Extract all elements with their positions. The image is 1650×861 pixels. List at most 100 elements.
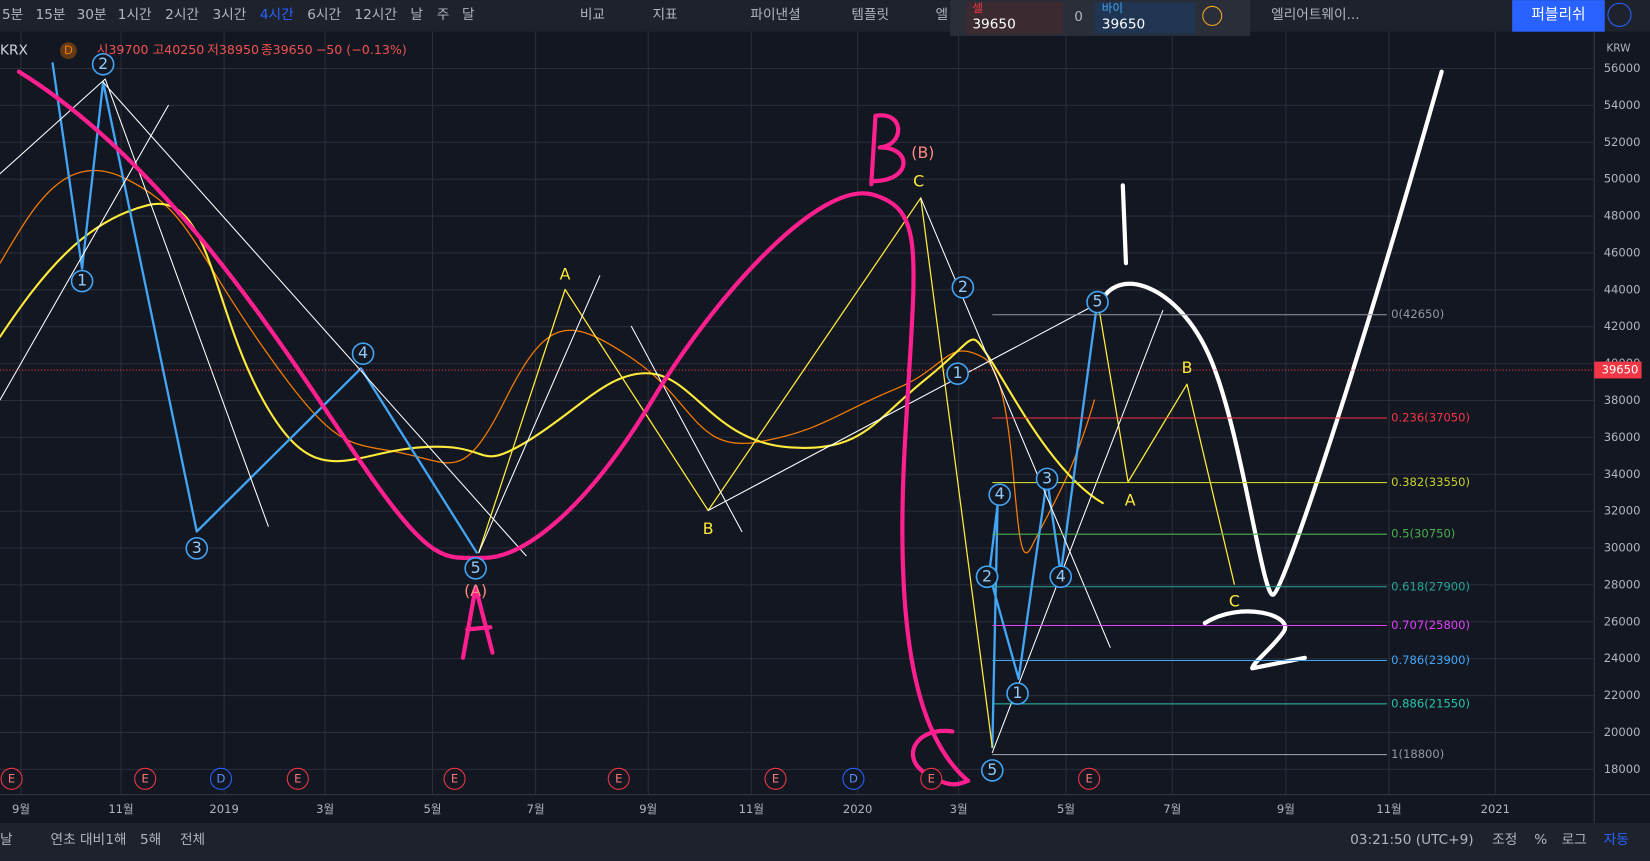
wave-marker	[988, 483, 1011, 507]
sell-price: 39650	[972, 16, 1015, 32]
time-tick-label: 11월	[108, 802, 133, 816]
wave-label: 1	[77, 271, 87, 290]
time-tick-label: 3월	[950, 802, 968, 816]
fib-label: 0.707(25800)	[1391, 618, 1470, 632]
fib-label: 0.5(30750)	[1391, 527, 1455, 541]
axis-option[interactable]: 자동	[1604, 832, 1629, 848]
tool-button[interactable]: 파이낸셜	[750, 7, 800, 23]
interval-button[interactable]: 달	[462, 7, 475, 23]
wave-line	[51, 62, 478, 554]
time-tick-label: 9월	[12, 802, 30, 816]
tool-button[interactable]: 템플릿	[851, 7, 889, 23]
ohlc-value: 종39650	[261, 42, 313, 57]
event-label: E	[8, 771, 15, 785]
wave-marker	[464, 557, 487, 580]
price-tick-label: 56000	[1604, 61, 1641, 75]
interval-button[interactable]: 날	[410, 7, 423, 23]
range-button[interactable]: 날	[0, 832, 13, 848]
event-label: E	[1085, 771, 1092, 785]
layout-name[interactable]: 엘리어트웨이...	[1271, 7, 1359, 23]
symbol: KRX	[0, 43, 28, 59]
tool-button[interactable]: 비교	[580, 7, 605, 23]
hand-letter	[1120, 183, 1307, 671]
time-tick-label: 3월	[316, 802, 334, 816]
fib-label: 0.786(23900)	[1391, 653, 1470, 667]
time-tick-label: 7월	[527, 802, 545, 816]
wave-marker	[185, 537, 209, 560]
range-button[interactable]: 1해	[105, 832, 126, 848]
interval-button[interactable]: 4시간	[260, 7, 294, 23]
moving-average	[0, 169, 1096, 554]
event-label: D	[217, 771, 226, 785]
publish-button[interactable]	[1512, 0, 1605, 32]
fib-label: 0.618(27900)	[1391, 579, 1470, 593]
hand-curve	[1097, 69, 1444, 597]
range-button[interactable]: 전체	[180, 832, 205, 848]
time-tick-label: 9월	[639, 802, 657, 816]
price-tick-label: 34000	[1604, 467, 1641, 481]
price-tick-label: 32000	[1604, 504, 1641, 518]
event-marker	[764, 767, 787, 790]
clock: 03:21:50 (UTC+9)	[1350, 832, 1474, 848]
axis-option[interactable]: 로그	[1562, 832, 1587, 848]
top-toolbar	[0, 0, 1650, 32]
wave-marker	[1049, 565, 1073, 589]
tool-button[interactable]: 엘	[936, 7, 949, 23]
wave-label: 1	[1013, 683, 1023, 702]
publish-label[interactable]: 퍼블리쉬	[1531, 6, 1585, 23]
price-tick-label: 18000	[1604, 762, 1641, 776]
event-label: E	[294, 771, 301, 785]
axis-option[interactable]: %	[1534, 832, 1547, 848]
price-tick-label: 48000	[1604, 209, 1641, 223]
buy-button[interactable]	[1094, 2, 1196, 34]
interval-button[interactable]: 6시간	[307, 7, 341, 23]
interval-button[interactable]: 주	[437, 7, 450, 23]
ohlc-value: 시39700	[97, 42, 149, 57]
buy-label: 바이	[1102, 1, 1123, 15]
price-tick-label: 50000	[1604, 172, 1641, 186]
wave-label: 1	[953, 363, 963, 382]
badge	[59, 42, 77, 60]
sell-button[interactable]	[966, 2, 1063, 34]
event-label: E	[928, 771, 935, 785]
time-tick-label: 2021	[1481, 802, 1510, 816]
event-marker	[842, 767, 865, 790]
time-tick-label: 11월	[1376, 802, 1401, 816]
range-button[interactable]: 연초 대비	[51, 832, 106, 848]
wave-marker	[1035, 467, 1059, 491]
interval-button[interactable]: 12시간	[354, 7, 397, 23]
wave-label: 2	[958, 277, 968, 296]
range-button[interactable]: 5해	[140, 832, 161, 848]
interval-button[interactable]: 5분	[2, 7, 23, 23]
axis-option[interactable]: 조정	[1492, 832, 1517, 848]
wave-marker	[70, 269, 94, 293]
price-tick-label: 42000	[1604, 319, 1641, 333]
price-tick-label: 26000	[1604, 614, 1641, 628]
wave-label: 4	[995, 484, 1005, 503]
interval-button[interactable]: 3시간	[212, 7, 246, 23]
ohlc-value: 저38950	[207, 42, 259, 57]
interval-button[interactable]: 30분	[77, 7, 107, 23]
wave-label: 4	[1056, 566, 1066, 585]
trend-line	[0, 78, 1164, 754]
interval-button[interactable]: 1시간	[118, 7, 152, 23]
wave-marker	[975, 565, 999, 589]
quantity: 0	[1074, 9, 1083, 25]
event-label: E	[142, 771, 149, 785]
event-label: E	[615, 771, 622, 785]
replay-icon[interactable]	[1607, 2, 1632, 27]
fib-label: 0(42650)	[1391, 307, 1444, 321]
time-tick-label: 7월	[1163, 802, 1181, 816]
hand-curve	[16, 69, 971, 784]
time-tick-label: 11월	[739, 802, 764, 816]
wave-label: (B)	[911, 143, 934, 162]
price-tick-label: 52000	[1604, 135, 1641, 149]
tool-button[interactable]: 지표	[652, 7, 677, 23]
event-marker	[209, 767, 233, 790]
projection-line	[1096, 299, 1235, 585]
interval-button[interactable]: 15분	[36, 7, 66, 23]
interval-button[interactable]: 2시간	[165, 7, 199, 23]
time-tick-label: 2020	[843, 802, 872, 816]
wave-marker	[91, 52, 115, 76]
price-tick-label: 20000	[1604, 725, 1641, 739]
